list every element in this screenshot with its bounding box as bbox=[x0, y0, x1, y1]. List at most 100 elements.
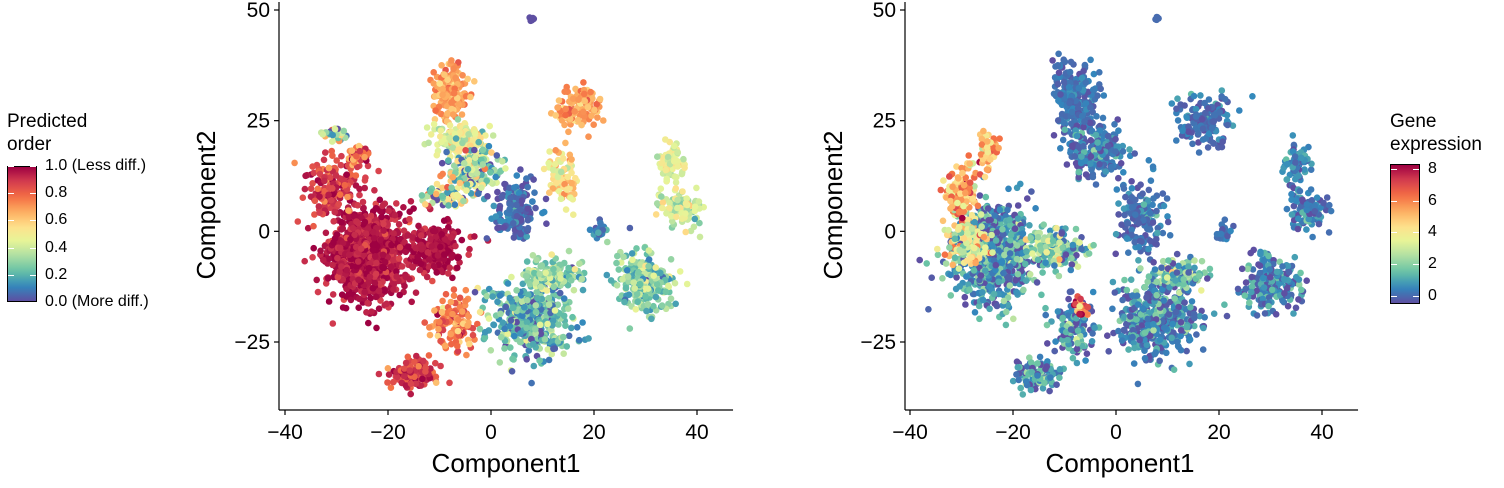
scatter-point bbox=[400, 372, 408, 380]
scatter-point bbox=[336, 244, 344, 252]
scatter-point bbox=[371, 279, 379, 287]
scatter-point bbox=[396, 291, 404, 299]
scatter-point bbox=[411, 358, 418, 366]
scatter-point bbox=[955, 175, 962, 182]
scatter-point bbox=[322, 229, 330, 237]
scatter-point bbox=[968, 225, 976, 232]
scatter-point bbox=[467, 93, 474, 101]
scatter-point bbox=[490, 202, 498, 210]
scatter-point bbox=[683, 280, 691, 288]
scatter-point bbox=[965, 152, 972, 159]
scatter-point bbox=[513, 212, 521, 220]
scatter-point bbox=[1034, 360, 1041, 367]
scatter-point bbox=[947, 197, 954, 205]
scatter-point bbox=[472, 154, 479, 161]
scatter-point bbox=[393, 273, 401, 280]
scatter-point bbox=[521, 304, 528, 311]
scatter-point bbox=[1067, 266, 1075, 274]
scatter-point bbox=[560, 155, 567, 162]
scatter-point bbox=[1014, 202, 1022, 209]
scatter-point bbox=[362, 174, 369, 181]
scatter-point bbox=[487, 347, 495, 354]
scatter-point bbox=[454, 342, 461, 350]
scatter-point bbox=[486, 122, 494, 130]
scatter-point bbox=[1037, 246, 1044, 253]
scatter-point bbox=[360, 204, 367, 212]
scatter-point bbox=[490, 321, 498, 329]
scatter-points bbox=[916, 13, 1335, 398]
scatter-point bbox=[367, 294, 374, 302]
scatter-point bbox=[966, 179, 974, 186]
scatter-point bbox=[433, 269, 441, 276]
scatter-point bbox=[960, 202, 967, 210]
scatter-point bbox=[524, 183, 531, 191]
scatter-point bbox=[316, 170, 324, 178]
scatter-point bbox=[982, 193, 990, 201]
scatter-point bbox=[458, 111, 466, 118]
scatter-point bbox=[375, 370, 383, 378]
scatter-point bbox=[1022, 277, 1030, 285]
scatter-point bbox=[465, 313, 472, 320]
scatter-point bbox=[985, 217, 992, 224]
scatter-point bbox=[454, 254, 461, 262]
scatter-point bbox=[406, 215, 413, 223]
scatter-point bbox=[372, 205, 380, 212]
scatter-point bbox=[356, 191, 363, 199]
scatter-point bbox=[1004, 206, 1011, 214]
scatter-point bbox=[597, 219, 604, 227]
scatter-point bbox=[387, 263, 395, 271]
scatter-point bbox=[445, 202, 452, 209]
scatter-point bbox=[304, 224, 312, 232]
scatter-point bbox=[1013, 289, 1021, 297]
scatter-point bbox=[337, 161, 345, 169]
scatter-point bbox=[1026, 222, 1033, 229]
scatter-point bbox=[446, 264, 454, 272]
scatter-point bbox=[330, 239, 337, 246]
scatter-point bbox=[320, 156, 328, 164]
scatter-point bbox=[436, 80, 444, 87]
scatter-point bbox=[380, 220, 387, 228]
scatter-point bbox=[568, 277, 575, 284]
scatter-point bbox=[412, 289, 420, 297]
scatter-point bbox=[376, 196, 384, 204]
scatter-point bbox=[1056, 256, 1063, 263]
scatter-point bbox=[564, 305, 572, 313]
scatter-point bbox=[500, 224, 508, 231]
scatter-point bbox=[672, 185, 680, 192]
scatter-point bbox=[384, 379, 391, 386]
scatter-point bbox=[316, 193, 323, 200]
scatter-point bbox=[434, 252, 442, 259]
scatter-point bbox=[1029, 250, 1036, 257]
scatter-point bbox=[448, 340, 455, 348]
scatter-point bbox=[426, 324, 433, 331]
scatter-point bbox=[543, 287, 551, 294]
scatter-point bbox=[1020, 286, 1027, 294]
scatter-point bbox=[573, 324, 581, 331]
scatter-point bbox=[444, 270, 452, 277]
scatter-point bbox=[545, 301, 553, 308]
scatter-point bbox=[562, 111, 569, 119]
scatter-point bbox=[438, 231, 446, 238]
scatter-point bbox=[329, 291, 337, 298]
scatter-point bbox=[560, 295, 568, 302]
scatter-point bbox=[626, 224, 634, 232]
scatter-point bbox=[322, 280, 330, 287]
scatter-point bbox=[1028, 359, 1035, 366]
scatter-point bbox=[361, 218, 369, 226]
scatter-point bbox=[383, 300, 390, 308]
scatter-point bbox=[402, 382, 410, 389]
scatter-point bbox=[992, 261, 1000, 269]
scatter-point bbox=[339, 239, 347, 247]
scatter-point bbox=[987, 156, 994, 163]
scatter-point bbox=[671, 279, 679, 287]
scatter-point bbox=[971, 218, 978, 226]
scatter-point bbox=[691, 203, 699, 210]
scatter-point bbox=[335, 200, 343, 208]
scatter-point bbox=[588, 112, 595, 120]
scatter-point bbox=[645, 247, 653, 254]
scatter-point bbox=[425, 352, 433, 359]
scatter-point bbox=[338, 152, 345, 160]
scatter-point bbox=[945, 226, 952, 234]
scatter-point bbox=[517, 166, 524, 173]
scatter-point bbox=[329, 152, 336, 159]
